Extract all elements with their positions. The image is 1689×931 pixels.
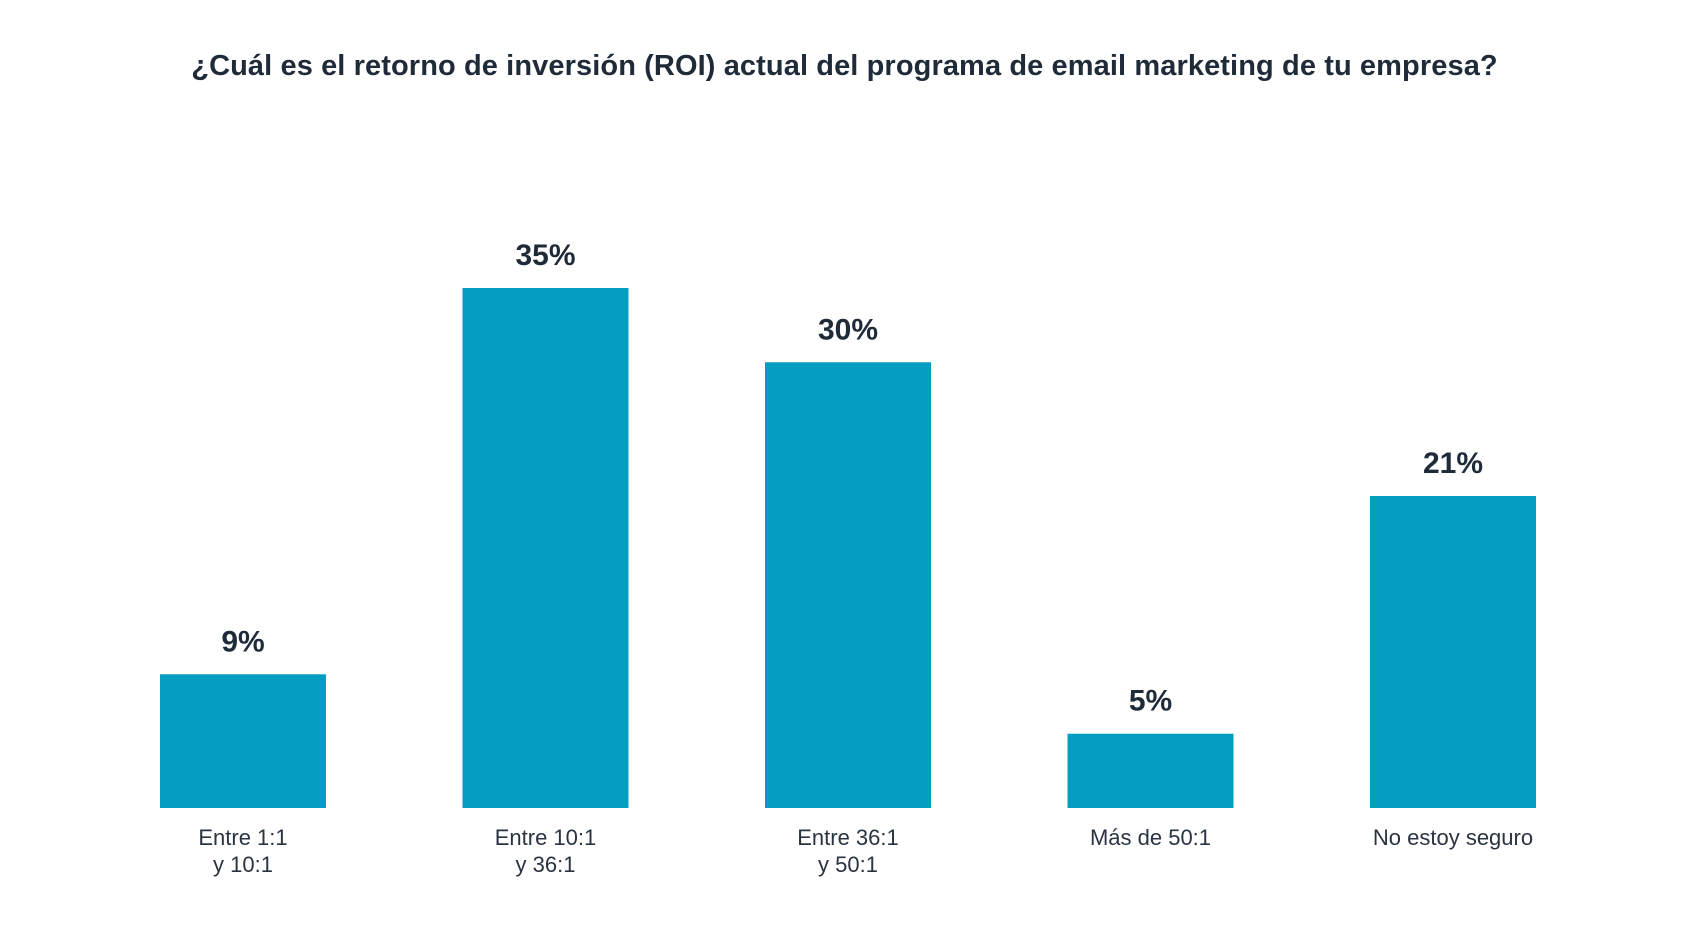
bar [1370,496,1536,808]
category-label: Entre 10:1 y 36:1 [495,825,597,877]
category-label: Más de 50:1 [1090,825,1211,850]
category-label: Entre 1:1 y 10:1 [198,825,287,877]
bar-value-label: 21% [1423,447,1483,480]
bar-value-label: 5% [1129,685,1172,718]
bar [765,362,931,808]
category-label: No estoy seguro [1373,825,1533,850]
bar [1067,733,1234,808]
category-label: Entre 36:1 y 50:1 [797,825,899,877]
chart-title: ¿Cuál es el retorno de inversión (ROI) a… [191,50,1498,82]
bar-value-label: 30% [818,313,878,346]
bar [462,288,629,808]
bar-value-label: 9% [221,625,264,658]
bar [160,674,326,808]
bar-value-label: 35% [515,239,575,272]
